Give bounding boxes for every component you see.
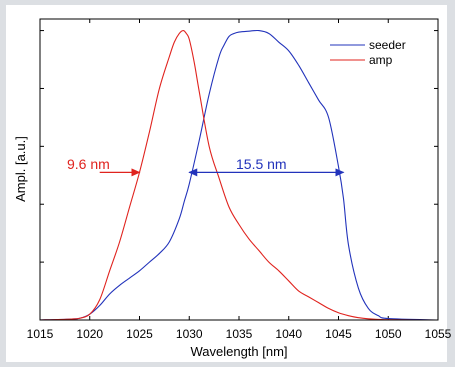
x-tick-labels: 1015 1020 1025 1030 1035 1040 1045 1050 1055 (27, 327, 452, 341)
x-tick-label: 1015 (27, 327, 54, 341)
x-tick-label: 1025 (126, 327, 153, 341)
x-tick-label: 1045 (325, 327, 352, 341)
x-tick-label: 1035 (226, 327, 253, 341)
fwhm-label-amp: 9.6 nm (67, 156, 110, 172)
legend-label-amp: amp (369, 53, 393, 67)
fwhm-label-seeder: 15.5 nm (236, 156, 287, 172)
x-tick-label: 1040 (275, 327, 302, 341)
x-tick-label: 1055 (425, 327, 452, 341)
x-axis-label: Wavelength [nm] (190, 344, 287, 359)
x-tick-label: 1020 (76, 327, 103, 341)
x-tick-label: 1050 (375, 327, 402, 341)
legend-label-seeder: seeder (369, 38, 406, 52)
x-tick-label: 1030 (176, 327, 203, 341)
y-axis-label: Ampl. [a.u.] (13, 136, 28, 202)
